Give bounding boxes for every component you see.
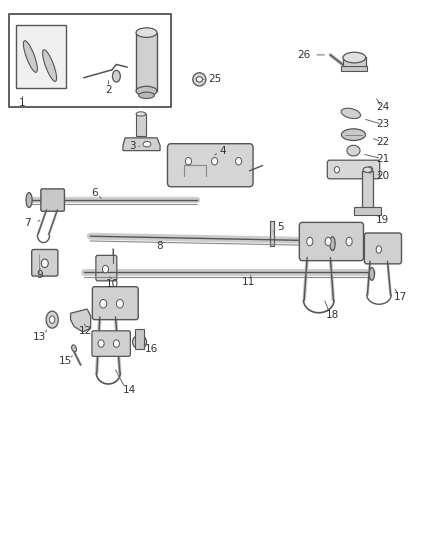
Bar: [362, 171, 373, 209]
Ellipse shape: [346, 237, 352, 246]
Ellipse shape: [133, 335, 147, 349]
Ellipse shape: [193, 72, 206, 86]
FancyBboxPatch shape: [92, 287, 138, 320]
Ellipse shape: [102, 265, 109, 273]
Text: 18: 18: [326, 310, 339, 320]
Text: 10: 10: [106, 279, 119, 288]
Text: 17: 17: [394, 292, 407, 302]
Ellipse shape: [139, 92, 154, 99]
Bar: [10, 14, 171, 107]
Bar: [341, 66, 367, 71]
Ellipse shape: [307, 237, 313, 246]
Ellipse shape: [100, 300, 107, 308]
Text: 20: 20: [376, 171, 389, 181]
Text: 13: 13: [32, 332, 46, 342]
Ellipse shape: [341, 108, 360, 118]
FancyBboxPatch shape: [96, 255, 117, 281]
Bar: [136, 33, 157, 91]
Ellipse shape: [117, 300, 124, 308]
FancyBboxPatch shape: [364, 233, 402, 264]
Ellipse shape: [363, 167, 372, 172]
Ellipse shape: [236, 158, 242, 165]
Ellipse shape: [330, 237, 335, 251]
FancyBboxPatch shape: [41, 189, 64, 211]
Text: 1: 1: [19, 98, 26, 108]
Polygon shape: [123, 138, 160, 151]
Ellipse shape: [325, 237, 331, 246]
Text: 26: 26: [297, 50, 311, 60]
Ellipse shape: [367, 166, 373, 173]
Text: 9: 9: [37, 270, 43, 280]
Ellipse shape: [98, 340, 104, 348]
Ellipse shape: [136, 112, 146, 116]
FancyBboxPatch shape: [299, 222, 364, 261]
Ellipse shape: [334, 166, 339, 173]
Bar: [270, 221, 275, 246]
Ellipse shape: [185, 158, 191, 165]
Bar: [136, 114, 146, 136]
Text: 4: 4: [219, 146, 226, 156]
Bar: [16, 25, 66, 88]
Text: 3: 3: [129, 141, 136, 151]
Ellipse shape: [136, 28, 157, 37]
FancyBboxPatch shape: [32, 249, 58, 276]
Ellipse shape: [23, 41, 37, 72]
Ellipse shape: [136, 86, 157, 96]
Ellipse shape: [41, 259, 48, 268]
Text: 22: 22: [376, 136, 389, 147]
Text: 23: 23: [376, 119, 389, 129]
Ellipse shape: [113, 340, 120, 348]
FancyBboxPatch shape: [92, 331, 131, 357]
FancyBboxPatch shape: [327, 160, 380, 179]
Ellipse shape: [49, 316, 55, 324]
Text: 15: 15: [59, 356, 72, 366]
Ellipse shape: [342, 129, 365, 141]
Text: 6: 6: [91, 188, 98, 198]
Bar: [354, 207, 381, 215]
Polygon shape: [71, 309, 91, 332]
Text: 12: 12: [79, 326, 92, 336]
Ellipse shape: [143, 142, 151, 147]
Ellipse shape: [369, 268, 374, 280]
Bar: [343, 56, 366, 68]
Bar: [135, 329, 144, 349]
Text: 19: 19: [376, 215, 389, 225]
Text: 25: 25: [208, 75, 221, 84]
Text: 11: 11: [242, 278, 255, 287]
Text: 16: 16: [145, 344, 159, 354]
Ellipse shape: [196, 77, 202, 82]
Ellipse shape: [343, 52, 366, 63]
FancyBboxPatch shape: [167, 144, 253, 187]
Ellipse shape: [113, 70, 120, 82]
Ellipse shape: [26, 192, 32, 207]
Ellipse shape: [42, 50, 57, 82]
Text: 8: 8: [157, 241, 163, 251]
Text: 24: 24: [376, 102, 389, 112]
Ellipse shape: [212, 158, 218, 165]
Text: 5: 5: [277, 222, 283, 232]
Ellipse shape: [376, 246, 381, 253]
Ellipse shape: [72, 345, 77, 352]
Text: 21: 21: [376, 154, 389, 164]
Text: 14: 14: [123, 385, 136, 395]
Ellipse shape: [347, 146, 360, 156]
Text: 2: 2: [105, 85, 112, 95]
Text: 7: 7: [25, 218, 31, 228]
Ellipse shape: [46, 311, 58, 328]
